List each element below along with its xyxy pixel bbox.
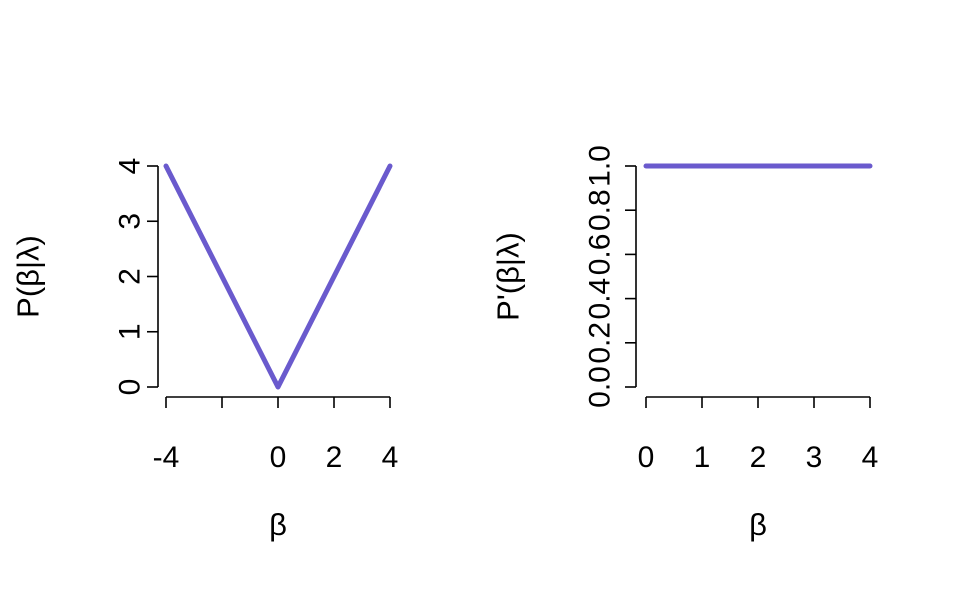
x-tick-label: 2 [750, 441, 767, 474]
y-axis-label: P(β|λ) [11, 235, 46, 318]
x-tick-label: 4 [862, 441, 879, 474]
y-tick-label: 0.4 [584, 278, 617, 320]
x-axis-label: β [269, 507, 287, 542]
panel-left-penalty: 0 1 2 3 4 -4 0 2 4 β P(β|λ) [11, 158, 399, 542]
y-axis-label: P'(β|λ) [491, 232, 526, 321]
y-tick-label: 3 [114, 213, 147, 230]
y-tick-label: 0.6 [584, 234, 617, 276]
y-tick-label: 1.0 [584, 145, 617, 187]
panel-right-derivative: 0.00.20.40.60.81.0 0 1 2 3 4 β P'(β|λ) [491, 145, 879, 542]
x-tick-label: 0 [270, 441, 287, 474]
y-tick-label: 0.8 [584, 189, 617, 231]
x-tick-label: 3 [806, 441, 823, 474]
y-tick-label: 0.2 [584, 322, 617, 364]
x-tick-label: 0 [638, 441, 655, 474]
y-tick-label: 4 [114, 158, 147, 175]
x-tick-label: 1 [694, 441, 711, 474]
y-tick-label: 1 [114, 323, 147, 340]
x-axis-label: β [749, 507, 767, 542]
x-tick-label: 4 [382, 441, 399, 474]
y-tick-label: 0.0 [584, 366, 617, 408]
series-line [163, 163, 393, 390]
y-tick-label: 2 [114, 268, 147, 285]
x-tick-label: 2 [326, 441, 343, 474]
y-tick-label: 0 [114, 379, 147, 396]
x-tick-label: -4 [153, 441, 180, 474]
